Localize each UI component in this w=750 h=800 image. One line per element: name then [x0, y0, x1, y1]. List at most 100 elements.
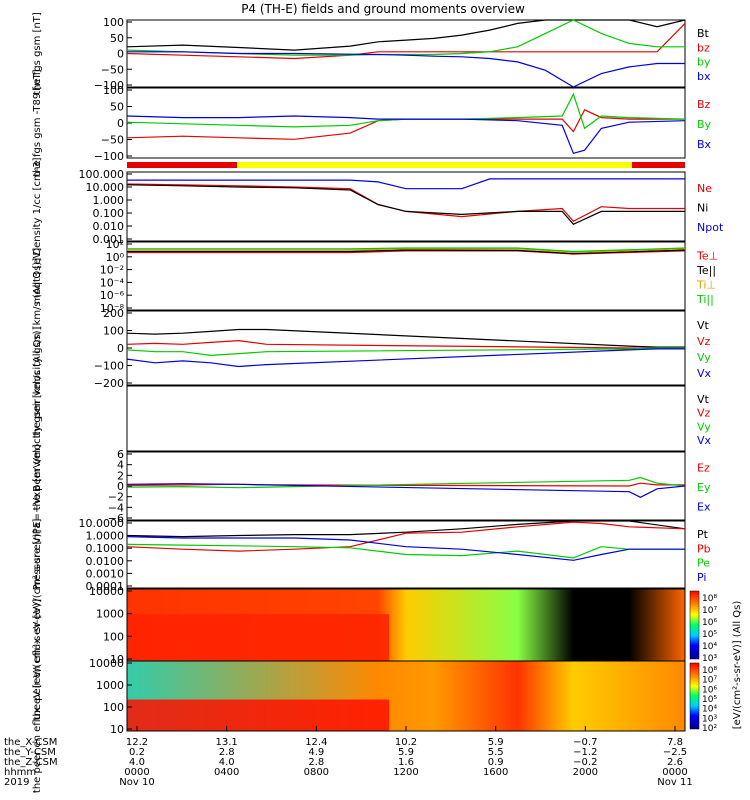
series-line: [126, 92, 686, 130]
y-tick-label: 6: [117, 448, 124, 461]
y-tick-label: 1000: [96, 679, 124, 692]
x-row-label: the_X-CSM: [4, 737, 57, 748]
mode-bar-red-left: [127, 162, 237, 168]
y-axis-label: Density 1/cc [cm-3]: [32, 157, 43, 255]
x-tick-label: 0800: [304, 767, 329, 778]
colorbar: [689, 590, 700, 660]
colorbar-tick-label: 10⁷: [702, 606, 717, 616]
legend-entry: Vx: [697, 434, 712, 447]
legend-entry: Pi: [697, 571, 706, 584]
x-tick-label: Nov 10: [119, 777, 154, 788]
legend-entry: Vz: [697, 335, 711, 348]
series-line: [126, 183, 685, 223]
y-tick-label: 50: [110, 32, 124, 45]
y-tick-label: 0.0100: [86, 555, 125, 568]
y-tick-label: 10²: [106, 238, 124, 251]
y-tick-label: 10⁻⁸: [100, 302, 125, 315]
legend-entry: Npot: [697, 221, 724, 234]
legend-entry: by: [697, 56, 711, 69]
y-tick-label: 50: [110, 101, 124, 114]
y-tick-label: 1000: [96, 608, 124, 621]
legend-entry: bx: [697, 70, 711, 83]
x-row-label: the_Z-CSM: [4, 757, 58, 768]
x-tick-label: 4.9: [308, 747, 324, 758]
colorbar-tick-label: 10²: [702, 724, 717, 734]
series-line: [126, 536, 685, 561]
y-tick-label: 0.0001: [86, 580, 125, 593]
mode-bar-yellow: [237, 162, 632, 168]
mode-bar: [127, 162, 685, 168]
colorbar-tick-label: 10⁴: [702, 705, 717, 715]
panel-6: the peer velocity gsm [km/s (All Qs)] VtV…: [32, 326, 712, 510]
colorbar: [689, 662, 700, 730]
legend-entry: bz: [697, 41, 710, 54]
series-line: [127, 249, 686, 255]
x-tick-label: Nov 11: [657, 777, 692, 788]
y-tick-label: 10.0000: [79, 517, 125, 530]
legend-entry: Vz: [697, 407, 711, 420]
legend-entry: Ni: [697, 202, 708, 215]
y-tick-label: 10⁻²: [100, 264, 124, 277]
x-tick-label: −1.2: [573, 747, 597, 758]
y-axis-label: E=−VxB [mV/m]: [32, 444, 43, 527]
y-tick-label: 1.000: [93, 194, 125, 207]
y-axis-label: Pressure [nPa]: [32, 519, 43, 591]
y-tick-label: 10.000: [86, 181, 125, 194]
y-tick-label: −200: [94, 377, 124, 390]
y-tick-label: 4: [117, 459, 124, 472]
y-tick-label: 1.0000: [86, 530, 125, 543]
y-tick-label: 0: [117, 117, 124, 130]
panel-frame: [126, 19, 686, 88]
legend-entry: Vx: [697, 367, 712, 380]
colorbar-tick-label: 10⁷: [702, 676, 717, 686]
y-tick-label: 100: [103, 84, 124, 97]
mode-bar-red-right: [632, 162, 685, 168]
legend-entry: Ti||: [696, 293, 714, 306]
legend-entry: Pb: [697, 542, 711, 555]
x-tick-label: 1200: [393, 767, 418, 778]
legend-entry: Bx: [697, 138, 712, 151]
y-axis-label: the peer velocity gsm [km/s (All Qs)]: [32, 326, 43, 510]
colorbar-tick-label: 10³: [702, 714, 717, 724]
x-tick-label: 1.6: [398, 757, 414, 768]
y-axis-label: the fgs gsm -T89 [nT]: [32, 69, 43, 176]
y-axis-label: the peir en eflux eV [eV/(cm²-s-sr-eV)]: [32, 529, 43, 720]
series-line: [126, 347, 685, 357]
legend-entry: By: [697, 118, 712, 131]
y-tick-label: −100: [94, 79, 124, 92]
legend-entry: Te⊥: [696, 249, 718, 262]
x-tick-label: 4.0: [129, 757, 145, 768]
y-tick-label: 2: [117, 469, 124, 482]
y-tick-label: 100: [103, 16, 124, 29]
y-tick-label: 0.001: [93, 233, 125, 246]
panel-frame: [126, 171, 686, 242]
colorbar-tick-label: 10⁸: [702, 594, 717, 604]
x-tick-label: 10.2: [395, 737, 417, 748]
y-tick-label: 10000: [89, 657, 124, 670]
series-line: [126, 520, 686, 538]
x-tick-label: 2000: [573, 767, 598, 778]
legend-entry: Vt: [697, 393, 710, 406]
series-line: [126, 482, 685, 487]
legend-entry: Vt: [697, 319, 710, 332]
colorbar-tick-label: 10³: [702, 654, 717, 664]
legend-entry: Pt: [697, 528, 709, 541]
x-tick-label: 0000: [124, 767, 149, 778]
series-line: [126, 19, 685, 56]
y-tick-label: 0: [117, 342, 124, 355]
series-line: [127, 178, 685, 190]
series-line: [126, 543, 685, 559]
spectrogram-band: [127, 699, 390, 731]
y-tick-label: 0: [117, 480, 124, 493]
colorbar-tick-label: 10⁸: [702, 666, 717, 676]
series-line: [126, 184, 685, 226]
series-line: [127, 248, 686, 254]
legend-entry: Vy: [697, 420, 711, 433]
y-axis-label: the peir velocity gsm [km/s (All Qs)]: [32, 258, 43, 439]
y-tick-label: −6: [108, 512, 124, 525]
x-tick-label: 5.9: [398, 747, 414, 758]
